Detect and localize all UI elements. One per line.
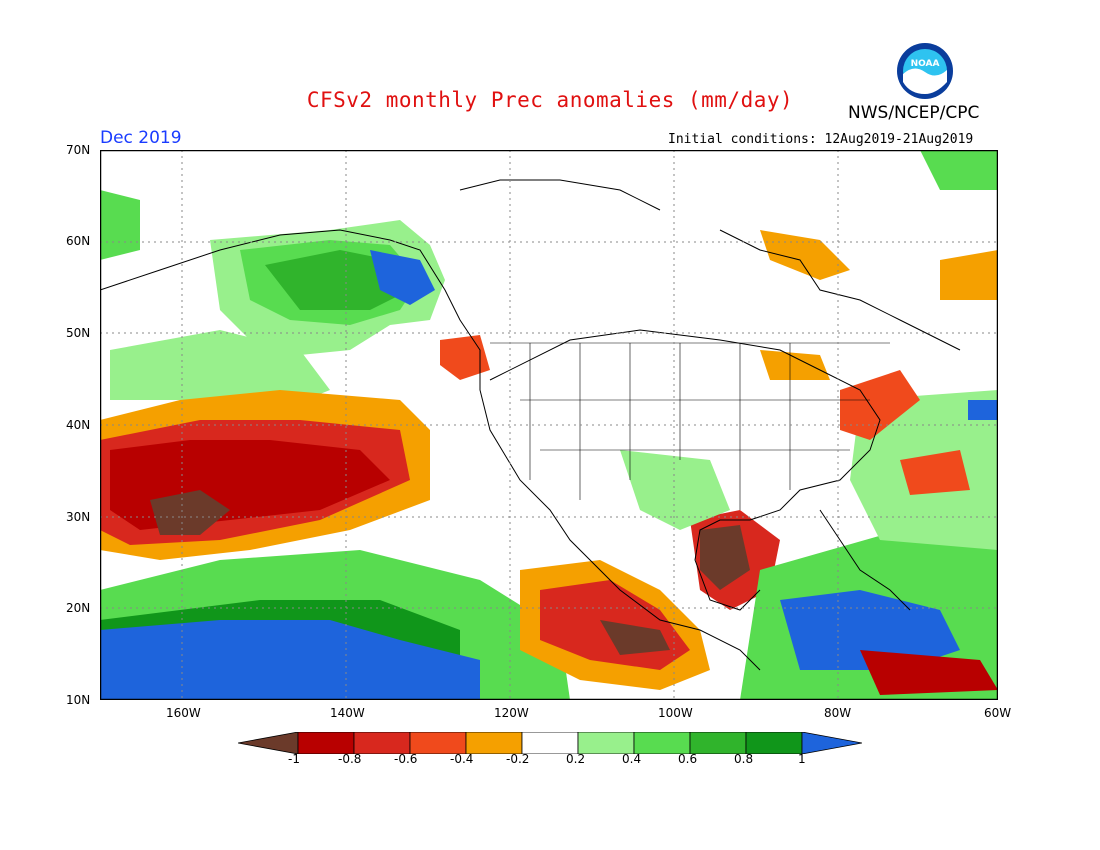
lon-label-140w: 140W [330,706,365,720]
precip-anomaly-map [100,150,998,700]
colorbar-bin [521,732,579,754]
mexico-dry-brown [600,620,670,655]
lon-label-120w: 120W [494,706,529,720]
hudson-dry [760,230,850,280]
lat-label-30n: 30N [66,510,91,524]
lat-label-40n: 40N [66,418,91,432]
lat-label-20n: 20N [66,601,91,615]
lon-label-80w: 80W [824,706,852,720]
colorbar-bin [745,732,803,754]
bering-green [100,190,140,260]
tropical-pacific-blue [100,620,480,700]
graticule [100,150,998,700]
colorbar-label: 0.2 [566,752,586,766]
great-lakes-dry [760,350,830,380]
colorbar-bin [353,732,411,754]
colorbar-label: -0.2 [506,752,530,766]
lat-label-60n: 60N [66,234,91,248]
initial-conditions: Initial conditions: 12Aug2019-21Aug2019 [668,132,974,147]
greenland-green [920,150,998,190]
lat-label-70n: 70N [66,143,91,157]
colorbar-bin [297,732,355,754]
colorbar-label: 1 [798,752,806,766]
caribbean-blue [780,590,960,670]
lon-label-100w: 100W [658,706,693,720]
colorbar-label: -0.4 [450,752,474,766]
lon-label-160w: 160W [166,706,201,720]
colorbar-label: 0.8 [734,752,754,766]
coastlines [100,179,961,671]
colorbar-low-arrow [238,732,299,754]
colorbar-label: -0.8 [338,752,362,766]
pacific-dry-extreme [150,490,230,535]
lat-label-10n: 10N [66,693,91,707]
chart-title: CFSv2 monthly Prec anomalies (mm/day) [306,88,794,112]
svg-text:NOAA: NOAA [911,59,940,69]
colorbar-label: -1 [288,752,300,766]
lon-label-60w: 60W [984,706,1012,720]
colorbar-label: 0.4 [622,752,642,766]
southern-plains-green [620,450,730,530]
atlantic-dry-patch [900,450,970,495]
noaa-logo: NOAA [897,43,953,99]
lat-label-50n: 50N [66,326,91,340]
colorbar-bin [633,732,691,754]
colorbar-bin [409,732,467,754]
colorbar [238,732,862,754]
gulf-dry-brown [700,525,750,590]
colorbar-bin [465,732,523,754]
forecast-period: Dec 2019 [100,128,182,148]
state-borders [490,342,890,510]
colorbar-label: -0.6 [394,752,418,766]
new-england-dry [840,370,920,440]
caribbean-dry-south [860,650,998,695]
agency-label: NWS/NCEP/CPC [848,103,980,123]
colorbar-high-arrow [801,732,862,754]
north-pacific-green [110,330,330,410]
colorbar-bin [689,732,747,754]
colorbar-bin [577,732,635,754]
labrador-dry [940,250,998,300]
atlantic-blue-patch [968,400,998,420]
colorbar-label: 0.6 [678,752,698,766]
se-alaska-blue [370,250,435,305]
